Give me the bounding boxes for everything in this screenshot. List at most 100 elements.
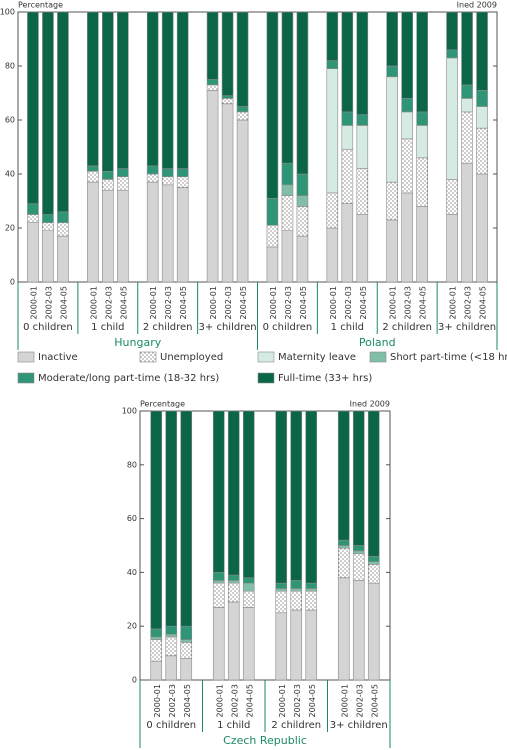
bar-segment — [42, 222, 54, 232]
group-label: 3+ children — [330, 720, 388, 731]
bar-segment — [305, 590, 318, 611]
bar-segment — [180, 410, 193, 627]
bar-segment — [352, 410, 365, 546]
bar-segment — [476, 90, 488, 107]
bar-segment — [236, 119, 249, 283]
bar-segment — [42, 214, 54, 223]
x-tick-label: 2002-03 — [284, 286, 293, 319]
bar-segment — [352, 550, 365, 554]
bar-segment — [476, 127, 488, 175]
bar-segment — [236, 111, 249, 121]
bar-segment — [356, 125, 369, 169]
bar-segment — [227, 601, 240, 681]
bar-segment — [461, 98, 473, 113]
x-tick-label: 2000-01 — [340, 684, 349, 717]
group-label: 1 child — [331, 322, 364, 333]
bar-segment — [337, 577, 350, 681]
bar-segment — [305, 410, 318, 584]
bar-segment — [87, 181, 99, 283]
bar-segment — [242, 590, 255, 608]
bar-segment — [146, 11, 159, 167]
bar-segment — [386, 219, 398, 283]
bar-segment — [180, 642, 193, 659]
bar-segment — [161, 176, 174, 186]
bar-segment — [352, 580, 365, 681]
bar-segment — [367, 561, 380, 565]
bar-segment — [102, 189, 114, 283]
legend-label: Moderate/long part-time (18-32 hrs) — [38, 373, 219, 384]
bar-segment — [341, 11, 354, 113]
bar-segment — [341, 125, 354, 151]
x-tick-label: 2000-01 — [269, 286, 278, 319]
bar-segment — [150, 636, 163, 640]
bar-segment — [275, 612, 288, 681]
bar-segment — [416, 206, 428, 283]
x-tick-label: 2002-03 — [164, 286, 173, 319]
legend-label: Maternity leave — [278, 352, 356, 363]
bar-segment — [161, 11, 174, 169]
bar-segment — [305, 582, 318, 589]
x-tick-label: 2000-01 — [29, 286, 38, 319]
x-tick-label: 2004-05 — [299, 286, 308, 319]
bar-segment — [57, 211, 69, 223]
bar-segment — [227, 582, 240, 603]
bar-segment — [221, 98, 234, 105]
bar-segment — [326, 192, 339, 229]
bar-segment — [281, 162, 294, 186]
bar-segment — [87, 165, 99, 172]
x-tick-label: 2002-03 — [293, 684, 302, 717]
bar-segment — [401, 111, 413, 140]
bar-segment — [476, 173, 488, 283]
bar-segment — [221, 11, 234, 96]
bar-segment — [212, 607, 225, 681]
bar-segment — [27, 214, 39, 223]
group-label: 2 children — [143, 322, 193, 333]
bar-segment — [165, 655, 178, 681]
bar-segment — [212, 582, 225, 608]
x-tick-label: 2002-03 — [464, 286, 473, 319]
bar-segment — [326, 68, 339, 194]
bar-segment — [416, 125, 428, 159]
bar-segment — [281, 11, 294, 164]
legend-label: Full-time (33+ hrs) — [278, 373, 372, 384]
bar-segment — [281, 230, 294, 283]
bar-segment — [180, 625, 193, 640]
x-tick-label: 2000-01 — [153, 684, 162, 717]
bar-segment — [386, 65, 398, 78]
bar-segment — [212, 580, 225, 584]
bar-segment — [146, 173, 159, 183]
bar-segment — [446, 49, 458, 59]
bar-segment — [290, 410, 303, 581]
bar-segment — [461, 162, 473, 283]
bar-segment — [206, 79, 219, 86]
x-tick-label: 2002-03 — [168, 684, 177, 717]
y-tick-label: 0 — [132, 676, 137, 685]
y-tick-label: 80 — [127, 460, 137, 469]
bar-segment — [446, 214, 458, 283]
legend-swatch — [257, 351, 275, 363]
y-axis-label: Percentage — [140, 400, 185, 409]
bar-segment — [236, 106, 249, 113]
bar-segment — [401, 138, 413, 194]
x-tick-label: 2002-03 — [404, 286, 413, 319]
bar-segment — [386, 11, 398, 67]
bar-segment — [221, 95, 234, 99]
bar-segment — [165, 633, 178, 638]
y-tick-label: 20 — [127, 622, 137, 631]
bar-segment — [165, 625, 178, 635]
bar-segment — [337, 539, 350, 546]
x-tick-label: 2002-03 — [104, 286, 113, 319]
bar-segment — [176, 176, 189, 188]
x-tick-label: 2002-03 — [344, 286, 353, 319]
bar-segment — [165, 410, 178, 627]
bar-segment — [150, 639, 163, 662]
bar-segment — [446, 179, 458, 215]
group-label: 3+ children — [438, 322, 496, 333]
bar-segment — [356, 214, 369, 283]
bar-segment — [176, 187, 189, 283]
bar-segment — [386, 76, 398, 183]
legend-swatch — [257, 372, 275, 384]
country-label: Hungary — [114, 336, 161, 349]
bar-segment — [146, 181, 159, 283]
group-label: 2 children — [271, 720, 321, 731]
